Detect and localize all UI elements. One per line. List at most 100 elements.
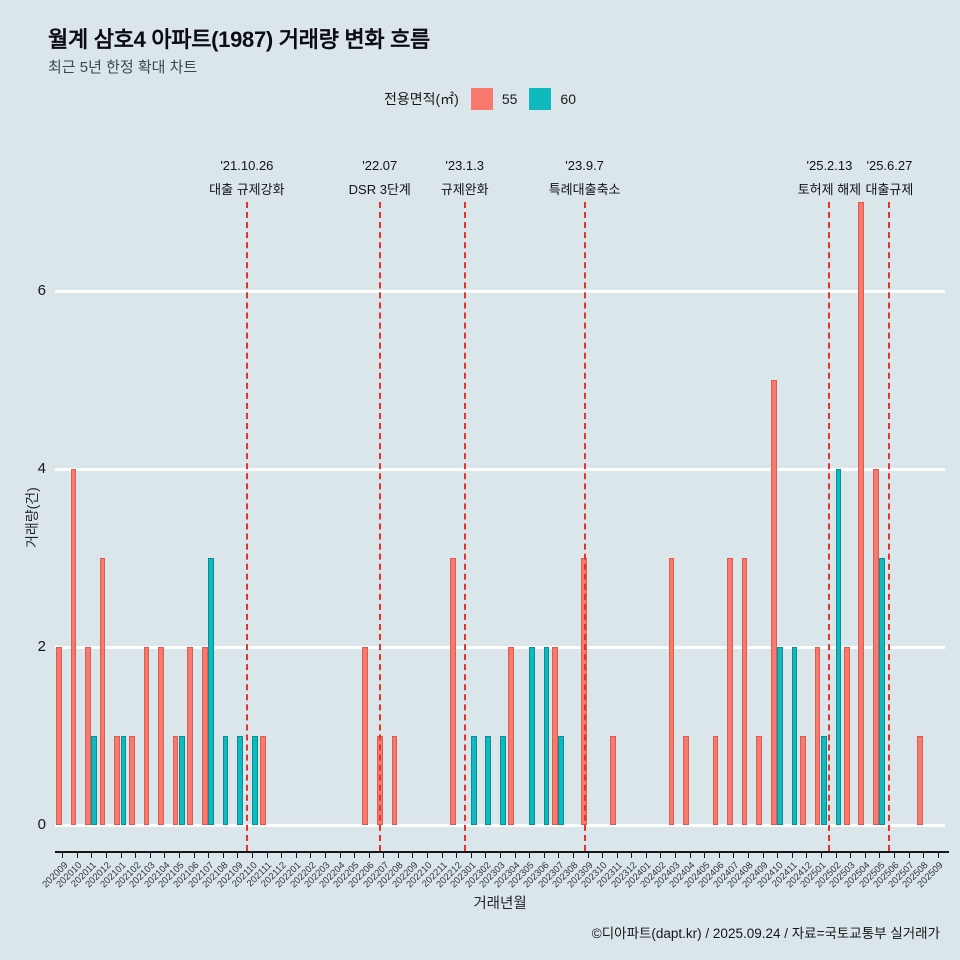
legend: 전용면적(㎡) 55 60 — [0, 88, 960, 110]
bar-55-202105[interactable] — [172, 736, 179, 825]
bar-55-202508[interactable] — [916, 736, 923, 825]
bar-55-202208[interactable] — [391, 736, 398, 825]
bar-60-202110[interactable] — [251, 736, 258, 825]
bar-60-202303[interactable] — [500, 736, 506, 825]
bar-60-202011[interactable] — [91, 736, 98, 825]
x-axis-tick — [923, 853, 925, 858]
bar-60-202101[interactable] — [120, 736, 127, 825]
legend-title: 전용면적(㎡) — [383, 91, 459, 107]
x-axis-tick — [514, 853, 516, 858]
bar-55-202404[interactable] — [683, 736, 690, 825]
bar-55-202011[interactable] — [85, 647, 91, 825]
x-axis-tick — [733, 853, 735, 858]
bar-55-202407[interactable] — [727, 558, 733, 825]
y-tick-label-0: 0 — [37, 816, 46, 833]
bar-55-202103[interactable] — [143, 647, 150, 825]
bar-55-202307[interactable] — [552, 647, 558, 825]
bar-55-202206[interactable] — [362, 647, 369, 825]
x-axis-line — [55, 851, 949, 853]
bar-55-202503[interactable] — [843, 647, 850, 825]
page-title: 월계 삼호4 아파트(1987) 거래량 변화 흐름 — [48, 27, 430, 52]
x-axis-tick — [558, 853, 560, 858]
event-label-4: 특례대출축소 — [548, 182, 621, 197]
x-axis-tick — [645, 853, 647, 858]
bar-60-202307[interactable] — [558, 736, 565, 825]
event-label-3: 규제완화 — [440, 182, 489, 197]
bar-55-202101[interactable] — [114, 736, 121, 825]
bar-55-202212[interactable] — [449, 558, 456, 825]
event-label-6: 대출규제 — [865, 182, 914, 197]
x-axis-tick — [820, 853, 822, 858]
bar-55-202106[interactable] — [187, 647, 193, 825]
bar-55-202412[interactable] — [800, 736, 806, 825]
footer-credit: ©디아파트(dapt.kr) / 2025.09.24 / 자료=국토교통부 실… — [591, 926, 940, 941]
x-axis-tick — [339, 853, 341, 858]
event-label-1: 대출 규제강화 — [209, 182, 285, 197]
bar-60-202108[interactable] — [222, 736, 229, 825]
x-axis-tick — [762, 853, 764, 858]
bar-55-202410[interactable] — [770, 380, 777, 825]
bar-60-202109[interactable] — [237, 736, 244, 825]
bar-60-202505[interactable] — [879, 558, 886, 825]
bar-60-202107[interactable] — [208, 558, 214, 825]
bar-60-202301[interactable] — [470, 736, 477, 825]
bar-60-202306[interactable] — [543, 647, 550, 825]
x-axis-tick — [164, 853, 166, 858]
gridline-y4 — [55, 468, 945, 471]
bar-55-202505[interactable] — [873, 469, 879, 825]
x-axis-tick — [354, 853, 356, 858]
bar-60-202305[interactable] — [529, 647, 535, 825]
bar-55-202504[interactable] — [858, 202, 865, 825]
x-axis-tick — [441, 853, 443, 858]
x-axis-tick — [718, 853, 720, 858]
x-axis-tick — [106, 853, 108, 858]
x-axis-tick — [587, 853, 589, 858]
gridline-y6 — [55, 290, 945, 293]
x-axis-tick — [893, 853, 895, 858]
bar-60-202501[interactable] — [820, 736, 827, 825]
event-line-2 — [378, 202, 381, 851]
legend-item-55[interactable]: 55 — [470, 88, 517, 110]
x-axis-tick — [616, 853, 618, 858]
bar-55-202102[interactable] — [128, 736, 135, 825]
x-axis-tick — [251, 853, 253, 858]
bar-60-202502[interactable] — [835, 469, 842, 825]
bar-60-202302[interactable] — [485, 736, 492, 825]
bar-55-202111[interactable] — [260, 736, 266, 825]
x-axis-tick — [602, 853, 604, 858]
x-axis-tick — [135, 853, 137, 858]
bar-55-202010[interactable] — [70, 469, 77, 825]
event-date-1: '21.10.26 — [220, 158, 274, 173]
bar-55-202012[interactable] — [99, 558, 106, 825]
bar-55-202107[interactable] — [201, 647, 208, 825]
x-axis-tick — [543, 853, 545, 858]
bar-55-202104[interactable] — [158, 647, 164, 825]
bar-55-202408[interactable] — [741, 558, 748, 825]
x-axis-tick — [324, 853, 326, 858]
bar-60-202410[interactable] — [777, 647, 783, 825]
y-tick-label-4: 4 — [37, 460, 46, 478]
x-axis-tick — [660, 853, 662, 858]
legend-item-60[interactable]: 60 — [529, 88, 576, 110]
x-axis-tick — [310, 853, 312, 858]
bar-60-202411[interactable] — [791, 647, 798, 825]
event-line-3 — [463, 202, 466, 851]
x-axis-tick — [237, 853, 239, 858]
bar-55-202311[interactable] — [610, 736, 617, 825]
bar-55-202409[interactable] — [756, 736, 762, 825]
x-axis-tick — [281, 853, 283, 858]
bar-60-202105[interactable] — [179, 736, 185, 825]
y-tick-label-2: 2 — [37, 638, 46, 656]
x-axis-tick — [689, 853, 691, 858]
page-subtitle: 최근 5년 한정 확대 차트 — [48, 59, 198, 76]
bar-55-202009[interactable] — [56, 647, 62, 825]
x-axis-tick — [456, 853, 458, 858]
x-axis-tick — [500, 853, 501, 858]
bar-55-202501[interactable] — [814, 647, 821, 825]
legend-item-60-label: 60 — [560, 91, 576, 107]
bar-55-202304[interactable] — [508, 647, 514, 825]
bar-55-202406[interactable] — [712, 736, 719, 825]
bar-55-202403[interactable] — [668, 558, 675, 825]
